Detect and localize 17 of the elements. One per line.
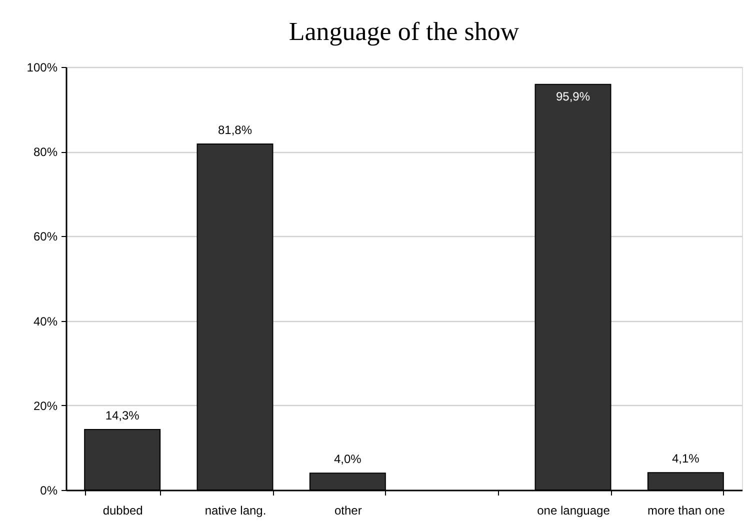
x-tick-label: dubbed [102, 504, 143, 518]
y-tick-label: 80% [33, 145, 58, 160]
y-tick-label: 0% [40, 484, 58, 498]
data-label: 14,3% [105, 408, 140, 423]
x-tick-label: other [334, 504, 362, 518]
data-label: 81,8% [218, 122, 252, 137]
chart-title: Language of the show [288, 17, 520, 46]
data-label: 4,1% [672, 452, 700, 466]
y-tick-label: 100% [26, 60, 58, 74]
y-tick-label: 60% [33, 230, 58, 244]
data-label: 95,9% [556, 89, 590, 104]
x-tick-label: one language [537, 504, 610, 518]
data-label: 4,0% [334, 452, 362, 466]
x-tick-label: more than one [647, 504, 726, 518]
x-tick-label: native lang. [204, 504, 266, 518]
y-tick-label: 40% [33, 314, 58, 328]
y-tick-label: 20% [33, 398, 58, 413]
